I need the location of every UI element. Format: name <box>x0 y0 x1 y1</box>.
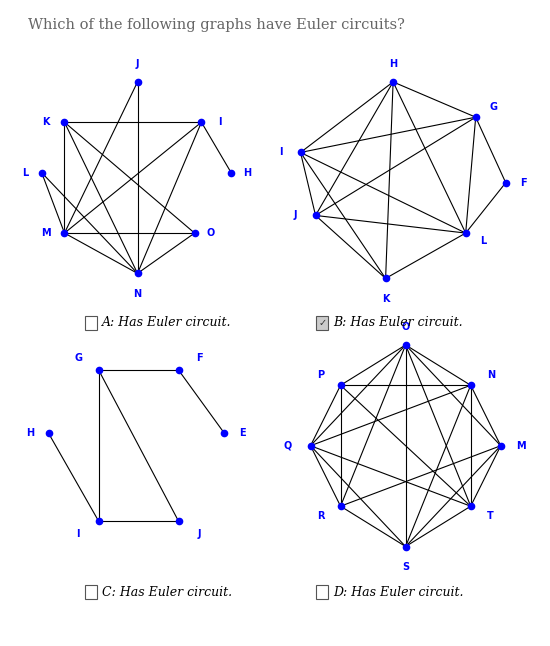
Text: T: T <box>487 511 494 521</box>
Text: H: H <box>26 428 34 438</box>
Text: M: M <box>516 441 526 451</box>
Text: F: F <box>520 178 526 188</box>
Text: N: N <box>134 289 141 298</box>
Text: D: Has Euler circuit.: D: Has Euler circuit. <box>333 586 463 599</box>
Text: A: Has Euler circuit.: A: Has Euler circuit. <box>102 317 231 329</box>
Text: F: F <box>196 353 202 362</box>
Text: B: Has Euler circuit.: B: Has Euler circuit. <box>333 317 463 329</box>
Text: R: R <box>317 511 324 521</box>
Text: G: G <box>74 353 82 362</box>
Text: N: N <box>487 370 495 380</box>
Text: L: L <box>23 167 29 178</box>
Text: M: M <box>41 228 51 238</box>
Text: H: H <box>389 59 397 69</box>
Text: J: J <box>136 59 139 69</box>
Text: Q: Q <box>284 441 292 451</box>
Text: O: O <box>206 228 214 238</box>
Text: P: P <box>317 370 324 380</box>
Text: ✓: ✓ <box>318 318 326 328</box>
Text: K: K <box>382 293 389 304</box>
Text: I: I <box>76 529 80 539</box>
Text: J: J <box>197 529 201 539</box>
Text: I: I <box>218 117 222 127</box>
Text: J: J <box>294 211 297 220</box>
Text: O: O <box>402 322 410 332</box>
Text: I: I <box>279 147 282 158</box>
Text: C: Has Euler circuit.: C: Has Euler circuit. <box>102 586 232 599</box>
Text: G: G <box>489 102 497 112</box>
Text: Which of the following graphs have Euler circuits?: Which of the following graphs have Euler… <box>28 18 404 32</box>
Text: H: H <box>243 167 251 178</box>
Text: K: K <box>42 117 50 127</box>
Text: E: E <box>239 428 246 438</box>
Text: S: S <box>402 561 409 572</box>
Text: L: L <box>480 236 486 245</box>
